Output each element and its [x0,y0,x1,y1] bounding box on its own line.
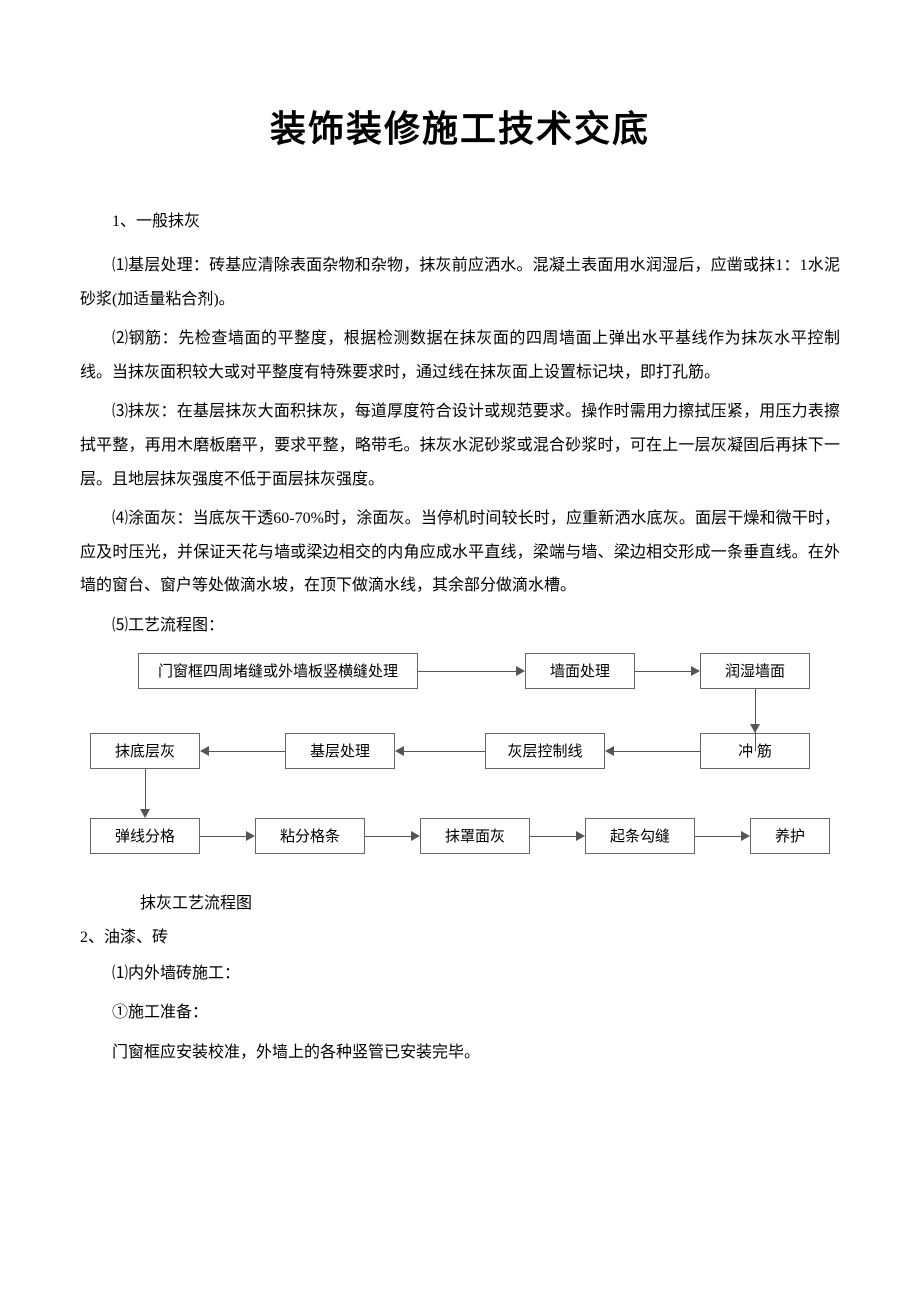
flowchart-container: 门窗框四周堵缝或外墙板竖横缝处理墙面处理润湿墙面抹底层灰基层处理灰层控制线冲 筋… [80,653,840,883]
flow-node-n8: 弹线分格 [90,818,200,854]
flow-arrow-head [246,831,255,841]
flow-node-n10: 抹罩面灰 [420,818,530,854]
flowchart-caption: 抹灰工艺流程图 [140,889,840,913]
flow-edge-line [614,751,700,752]
paragraph-2-2: ①施工准备： [80,996,840,1030]
flow-arrow-head [576,831,585,841]
section-2-heading: 2、油漆、砖 [80,923,840,947]
flow-edge-line [418,671,516,672]
paragraph-2-3: 门窗框应安装校准，外墙上的各种竖管已安装完毕。 [80,1036,840,1070]
paragraph-1-2: ⑵钢筋：先检查墙面的平整度，根据检测数据在抹灰面的四周墙面上弹出水平基线作为抹灰… [80,322,840,389]
flow-edge-line [530,836,576,837]
flow-arrow-head [750,724,760,733]
flow-arrow-head [200,746,209,756]
paragraph-1-1: ⑴基层处理：砖基应清除表面杂物和杂物，抹灰前应洒水。混凝土表面用水润湿后，应凿或… [80,249,840,316]
flow-edge-line [365,836,411,837]
flow-arrow-head [516,666,525,676]
flow-arrow-head [140,809,150,818]
flow-arrow-head [395,746,404,756]
flow-node-n5: 基层处理 [285,733,395,769]
flow-arrow-head [741,831,750,841]
section-1-heading: 1、一般抹灰 [80,207,840,231]
flow-edge-line [755,689,756,724]
flow-arrow-head [605,746,614,756]
flow-node-n1: 门窗框四周堵缝或外墙板竖横缝处理 [138,653,418,689]
flow-edge-line [200,836,246,837]
paragraph-1-5: ⑸工艺流程图： [80,609,840,643]
flow-node-n4: 抹底层灰 [90,733,200,769]
paragraph-1-3: ⑶抹灰：在基层抹灰大面积抹灰，每道厚度符合设计或规范要求。操作时需用力擦拭压紧，… [80,395,840,496]
flow-node-n3: 润湿墙面 [700,653,810,689]
flow-edge-line [145,769,146,809]
flow-node-n11: 起条勾缝 [585,818,695,854]
paragraph-1-4: ⑷涂面灰：当底灰干透60-70%时，涂面灰。当停机时间较长时，应重新洒水底灰。面… [80,502,840,603]
paragraph-2-1: ⑴内外墙砖施工： [80,957,840,991]
flow-node-n9: 粘分格条 [255,818,365,854]
flow-edge-line [209,751,285,752]
flow-node-n12: 养护 [750,818,830,854]
flowchart: 门窗框四周堵缝或外墙板竖横缝处理墙面处理润湿墙面抹底层灰基层处理灰层控制线冲 筋… [90,653,870,883]
document-title: 装饰装修施工技术交底 [80,100,840,152]
flow-edge-line [695,836,741,837]
flow-node-n2: 墙面处理 [525,653,635,689]
flow-edge-line [404,751,485,752]
flow-arrow-head [411,831,420,841]
flow-edge-line [635,671,691,672]
flow-arrow-head [691,666,700,676]
flow-node-n6: 灰层控制线 [485,733,605,769]
